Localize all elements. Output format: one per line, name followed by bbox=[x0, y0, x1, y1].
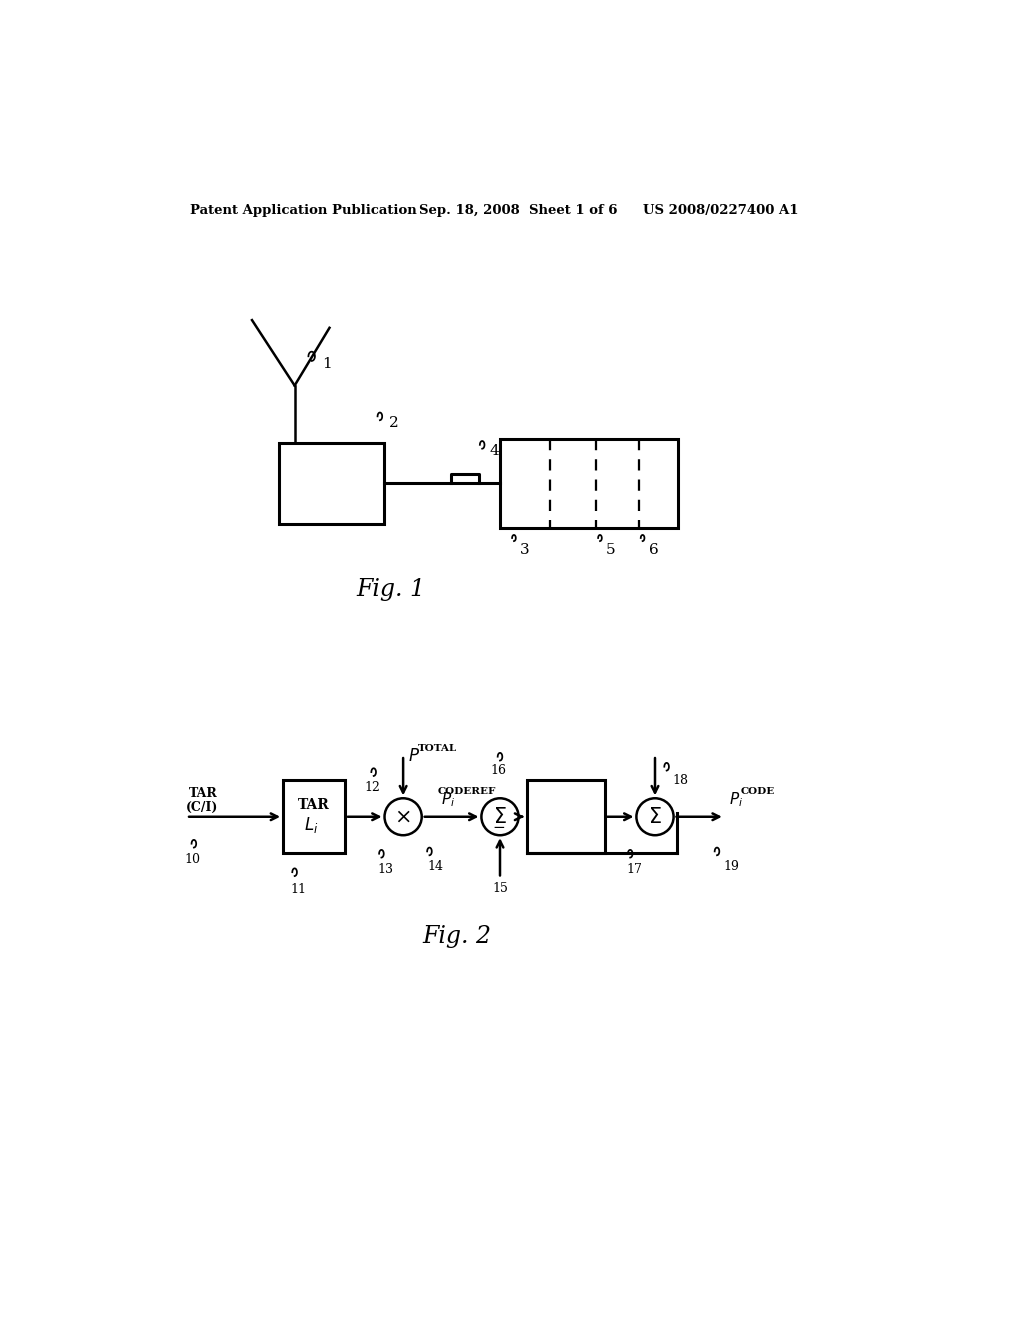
Bar bbox=[283, 780, 345, 853]
Text: TAR: TAR bbox=[188, 787, 217, 800]
Text: $P_i$: $P_i$ bbox=[440, 791, 455, 809]
Text: Sep. 18, 2008  Sheet 1 of 6: Sep. 18, 2008 Sheet 1 of 6 bbox=[419, 205, 617, 218]
Bar bbox=[500, 440, 678, 528]
Text: CODE: CODE bbox=[740, 787, 774, 796]
Text: 6: 6 bbox=[649, 543, 658, 557]
Text: TOTAL: TOTAL bbox=[418, 744, 457, 754]
Text: 17: 17 bbox=[627, 862, 642, 875]
Text: 12: 12 bbox=[365, 781, 380, 795]
Text: −: − bbox=[493, 821, 505, 834]
Text: ×: × bbox=[394, 808, 412, 826]
Text: $\Sigma$: $\Sigma$ bbox=[494, 807, 507, 826]
Text: 14: 14 bbox=[428, 861, 444, 874]
Text: US 2008/0227400 A1: US 2008/0227400 A1 bbox=[643, 205, 799, 218]
Text: $L_i$: $L_i$ bbox=[304, 816, 318, 836]
Text: 15: 15 bbox=[493, 882, 508, 895]
Text: TAR: TAR bbox=[298, 799, 330, 812]
Bar bbox=[280, 444, 384, 524]
Text: $P$: $P$ bbox=[408, 748, 420, 766]
Text: 3: 3 bbox=[520, 543, 529, 557]
Text: 19: 19 bbox=[723, 861, 739, 874]
Text: Fig. 1: Fig. 1 bbox=[356, 578, 426, 601]
Text: 5: 5 bbox=[606, 543, 615, 557]
Text: $\Sigma$: $\Sigma$ bbox=[648, 807, 662, 826]
Text: Patent Application Publication: Patent Application Publication bbox=[190, 205, 417, 218]
Text: 13: 13 bbox=[378, 862, 393, 875]
Text: 1: 1 bbox=[323, 356, 332, 371]
Text: 16: 16 bbox=[490, 764, 507, 777]
Text: 2: 2 bbox=[389, 416, 399, 429]
Text: 18: 18 bbox=[673, 774, 689, 787]
Text: $P_i$: $P_i$ bbox=[729, 791, 742, 809]
Text: 10: 10 bbox=[184, 853, 201, 866]
Text: 4: 4 bbox=[489, 444, 500, 458]
Text: (C/I): (C/I) bbox=[186, 801, 218, 814]
Bar bbox=[527, 780, 604, 853]
Text: CODEREF: CODEREF bbox=[438, 787, 497, 796]
Text: 11: 11 bbox=[291, 883, 307, 896]
Text: Fig. 2: Fig. 2 bbox=[423, 924, 492, 948]
